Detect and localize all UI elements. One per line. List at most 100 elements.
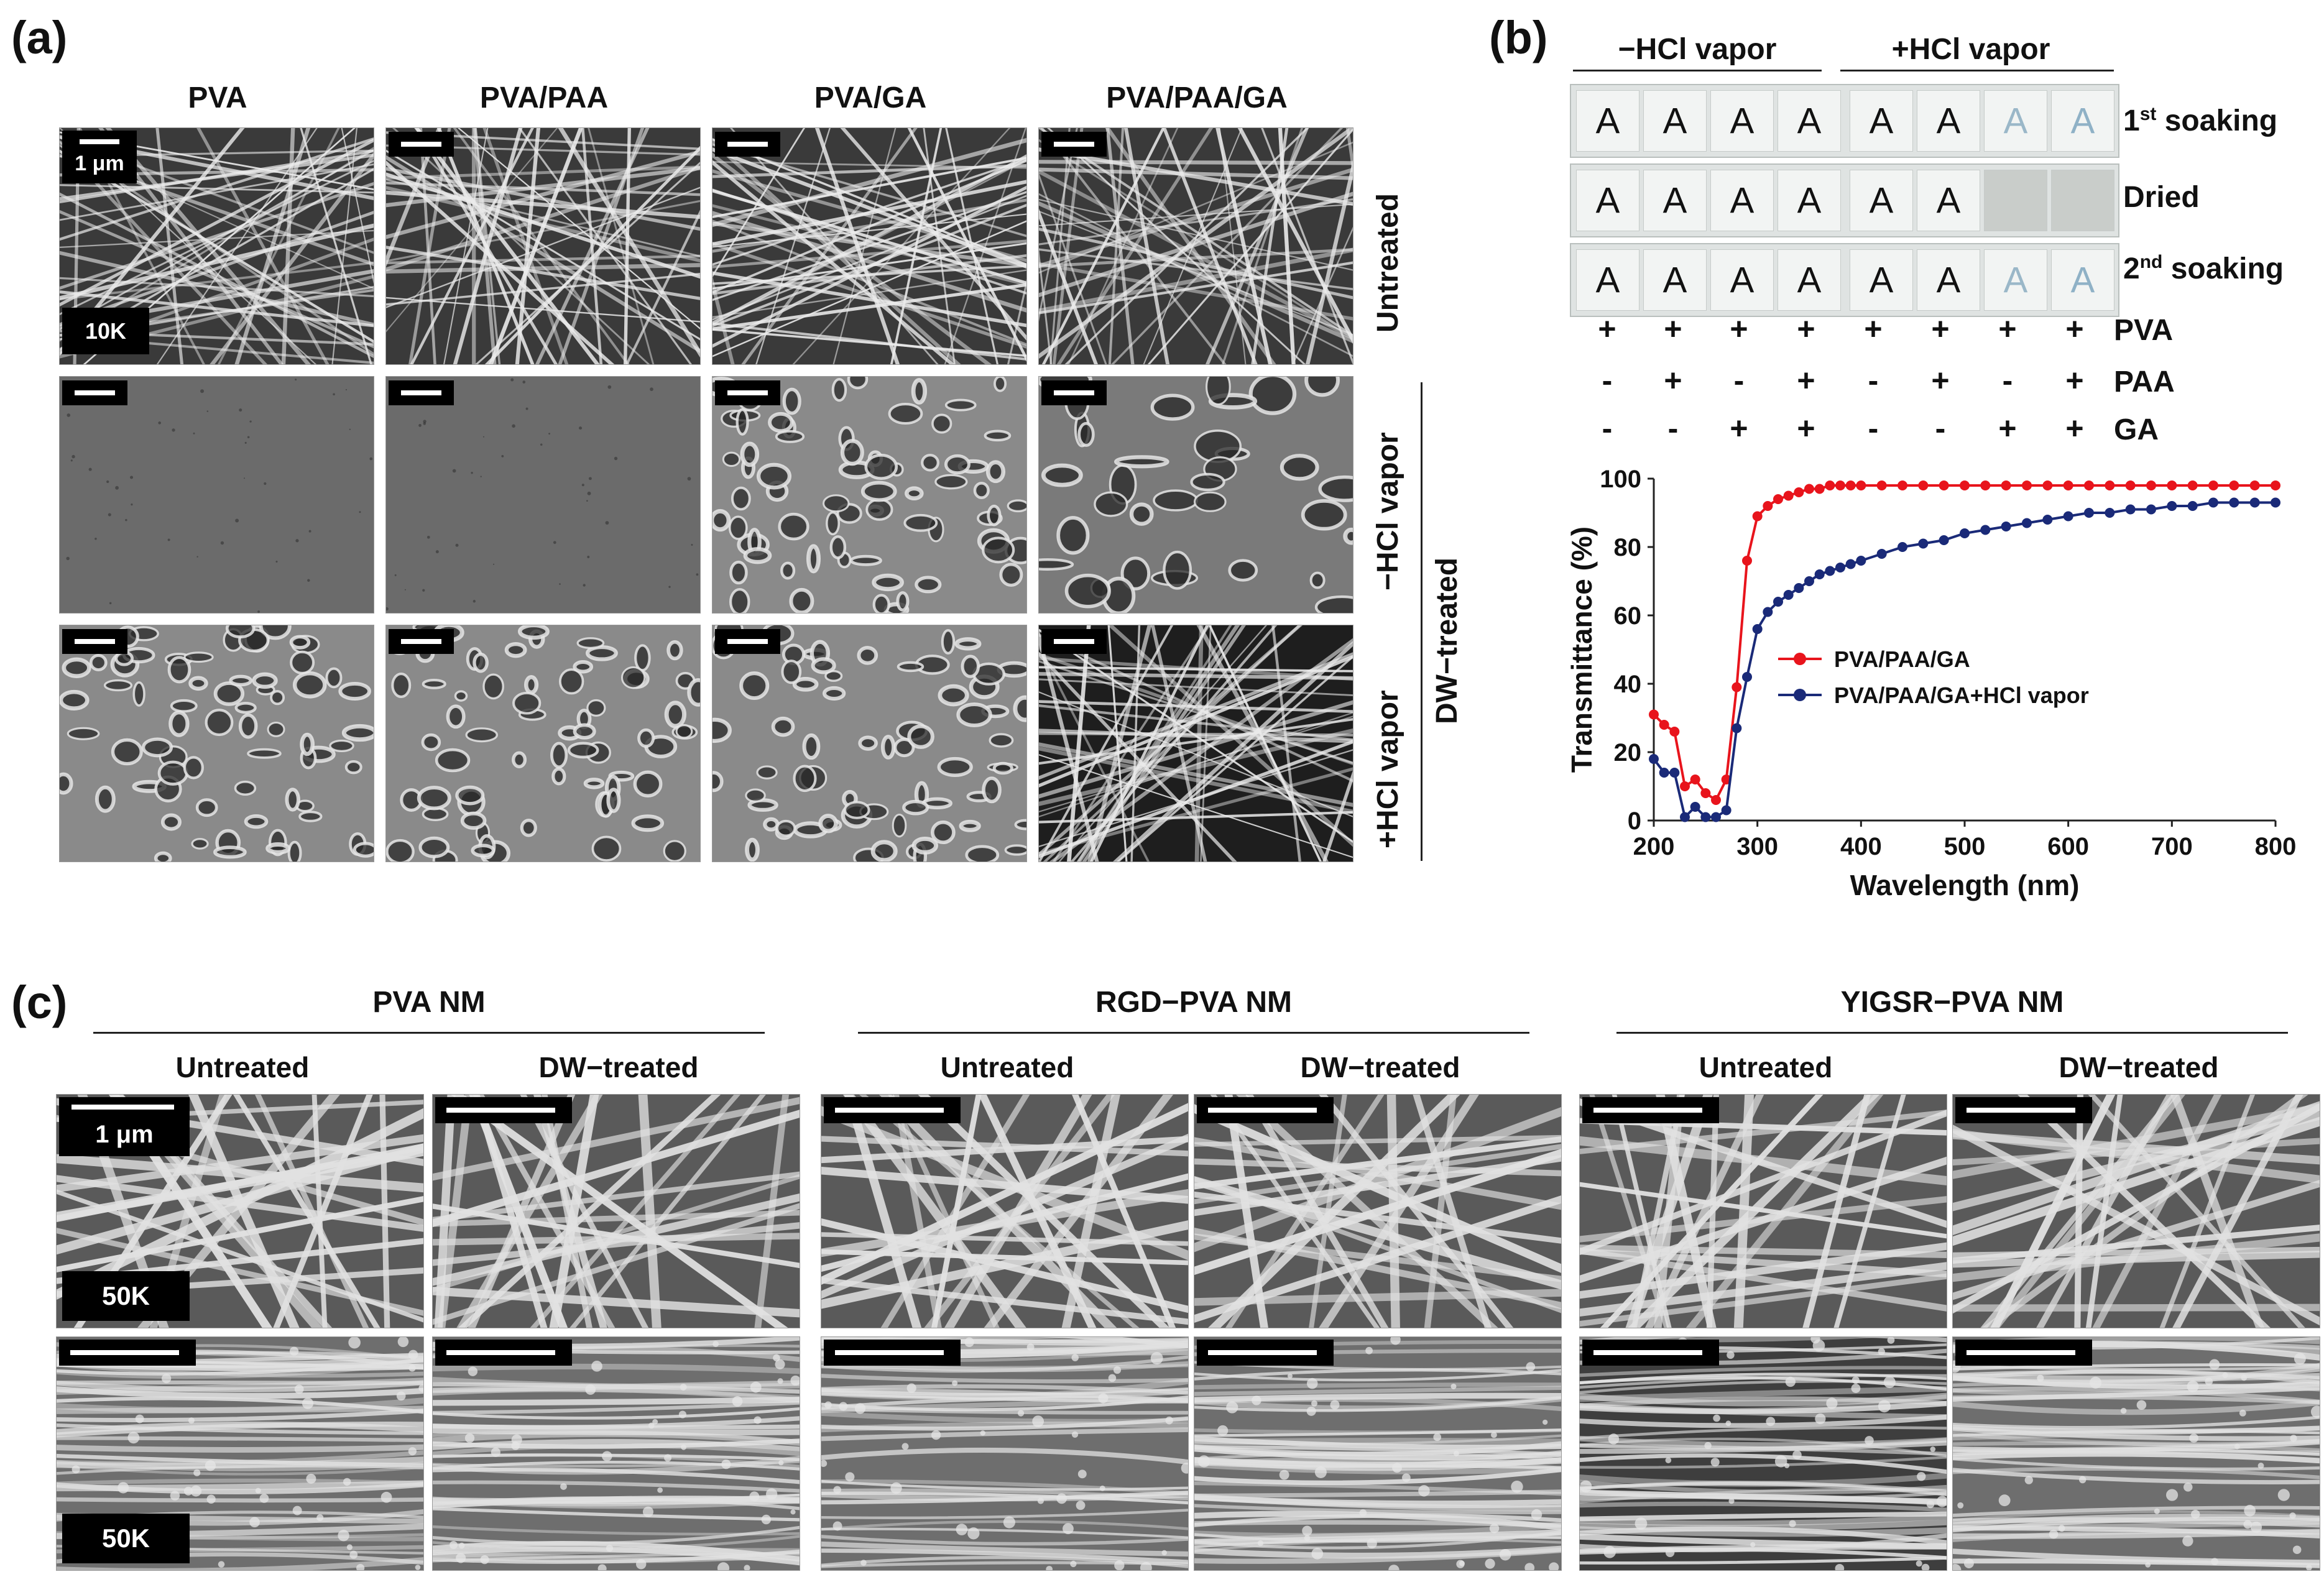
data-point-1 <box>2063 511 2073 522</box>
data-point-0 <box>1804 484 1814 494</box>
composition-mark: + <box>1797 311 1815 346</box>
data-point-0 <box>2187 480 2198 490</box>
data-point-0 <box>1669 727 1680 737</box>
letter-a: A <box>1797 260 1822 300</box>
sem-a-minushcl-pva-ga <box>712 376 1027 614</box>
data-point-0 <box>2022 480 2032 490</box>
letter-a: A <box>1869 260 1894 300</box>
scale-bar-a <box>62 380 127 405</box>
data-point-0 <box>1980 480 1991 490</box>
composition-mark: + <box>1931 363 1950 398</box>
data-point-0 <box>1690 775 1700 784</box>
photo-strip-1st-soaking: A A A A A A A A <box>1570 84 2119 158</box>
scale-bar-a <box>1041 629 1107 654</box>
letter-a: A <box>1730 180 1755 221</box>
col-header-pva-paa: PVA/PAA <box>479 81 609 114</box>
composition-mark: + <box>1797 411 1815 446</box>
data-point-1 <box>2229 497 2239 508</box>
composition-mark: + <box>2065 311 2084 346</box>
data-point-1 <box>2187 501 2198 511</box>
panel-b-letter: (b) <box>1489 12 1548 63</box>
sem-c-pva-dw-cross <box>432 1336 800 1571</box>
data-point-1 <box>2208 497 2218 508</box>
data-point-1 <box>1773 597 1783 607</box>
transmittance-chart: 200 300 400 500 600 700 800 0 20 40 60 80 100 Wavelen… <box>1567 466 2297 901</box>
group-header-pva-nm: PVA NM <box>372 986 486 1019</box>
data-point-0 <box>1773 494 1783 504</box>
panel-c-letter: (c) <box>11 977 68 1028</box>
scale-bar-c <box>1582 1340 1719 1366</box>
legend-swatch-marker <box>1794 689 1806 701</box>
composition-mark: + <box>1931 311 1950 346</box>
data-point-1 <box>2001 522 2011 531</box>
data-point-1 <box>2105 508 2115 518</box>
data-point-1 <box>1711 812 1721 822</box>
sem-c-rgd-untreated-top <box>821 1094 1189 1328</box>
data-point-0 <box>1649 709 1659 720</box>
composition-mark: - <box>1868 363 1879 398</box>
data-point-1 <box>1845 559 1856 569</box>
data-point-1 <box>1649 754 1659 764</box>
composition-mark: + <box>2065 411 2084 446</box>
letter-a: A <box>1662 260 1687 300</box>
y-tick-label: 100 <box>1600 466 1641 493</box>
letter-a: A <box>1595 101 1620 141</box>
data-point-0 <box>1742 556 1752 566</box>
data-point-1 <box>1918 538 1929 549</box>
data-point-1 <box>1763 607 1773 617</box>
y-tick-label: 80 <box>1614 534 1642 561</box>
sem-a-plushcl-pva-paa <box>385 625 701 862</box>
data-point-1 <box>2249 497 2260 508</box>
composition-mark: + <box>1730 411 1748 446</box>
composition-mark: + <box>1998 411 2017 446</box>
scale-bar-c <box>1197 1097 1334 1123</box>
row-label-minus-hcl: −HCl vapor <box>1372 432 1404 591</box>
data-point-0 <box>1794 487 1804 497</box>
data-point-1 <box>1814 569 1825 579</box>
header-plus-hcl-line <box>1840 70 2114 71</box>
scale-bar-a <box>715 380 780 405</box>
sem-a-minushcl-pva <box>59 376 374 614</box>
row-name-2nd-soaking: 2nd soaking <box>2123 252 2284 285</box>
subheader-dw-treated: DW−treated <box>2059 1051 2219 1083</box>
data-point-1 <box>1897 542 1907 552</box>
data-point-0 <box>2271 480 2280 490</box>
scale-bar-a <box>715 132 780 157</box>
letter-a-faint: A <box>2003 101 2028 141</box>
letter-a: A <box>1595 180 1620 221</box>
col-header-pva-ga: PVA/GA <box>814 81 927 114</box>
data-point-0 <box>1814 484 1825 494</box>
data-point-1 <box>1804 576 1814 586</box>
row-label-untreated: Untreated <box>1372 193 1404 333</box>
scale-bar-a <box>715 629 780 654</box>
scale-bar-c <box>1955 1097 2092 1123</box>
composition-mark: + <box>1598 311 1616 346</box>
header-minus-hcl: −HCl vapor <box>1618 33 1777 66</box>
legend-entry: PVA/PAA/GA <box>1834 646 1970 672</box>
sem-c-rgd-dw-cross <box>1194 1336 1562 1571</box>
scale-bar-label: 1 μm <box>95 1121 154 1148</box>
group-label-dw-treated: DW−treated <box>1431 557 1464 724</box>
letter-a: A <box>1595 260 1620 300</box>
y-tick-label: 60 <box>1614 602 1642 630</box>
composition-mark: - <box>1868 411 1879 446</box>
opaque-film <box>1984 170 2047 231</box>
scale-bar-c <box>1955 1340 2092 1366</box>
x-tick-label: 800 <box>2255 833 2297 860</box>
row-label-plus-hcl: +HCl vapor <box>1372 690 1404 848</box>
data-point-1 <box>2167 501 2177 511</box>
data-point-0 <box>1680 781 1690 791</box>
letter-a: A <box>1869 101 1894 141</box>
letter-a: A <box>1730 260 1755 300</box>
sem-a-minushcl-pva-paa-ga <box>1038 376 1353 614</box>
scale-bar-label: 1 μm <box>75 152 124 175</box>
letter-a: A <box>1797 180 1822 221</box>
header-plus-hcl: +HCl vapor <box>1891 33 2050 66</box>
panel-a-letter: (a) <box>11 12 68 63</box>
data-point-1 <box>2125 504 2136 515</box>
legend-swatch-marker <box>1794 653 1806 665</box>
scale-bar-c <box>435 1340 572 1366</box>
data-point-1 <box>1680 812 1690 822</box>
sem-c-yigsr-untreated-top <box>1579 1094 1947 1328</box>
col-header-pva: PVA <box>188 81 247 114</box>
